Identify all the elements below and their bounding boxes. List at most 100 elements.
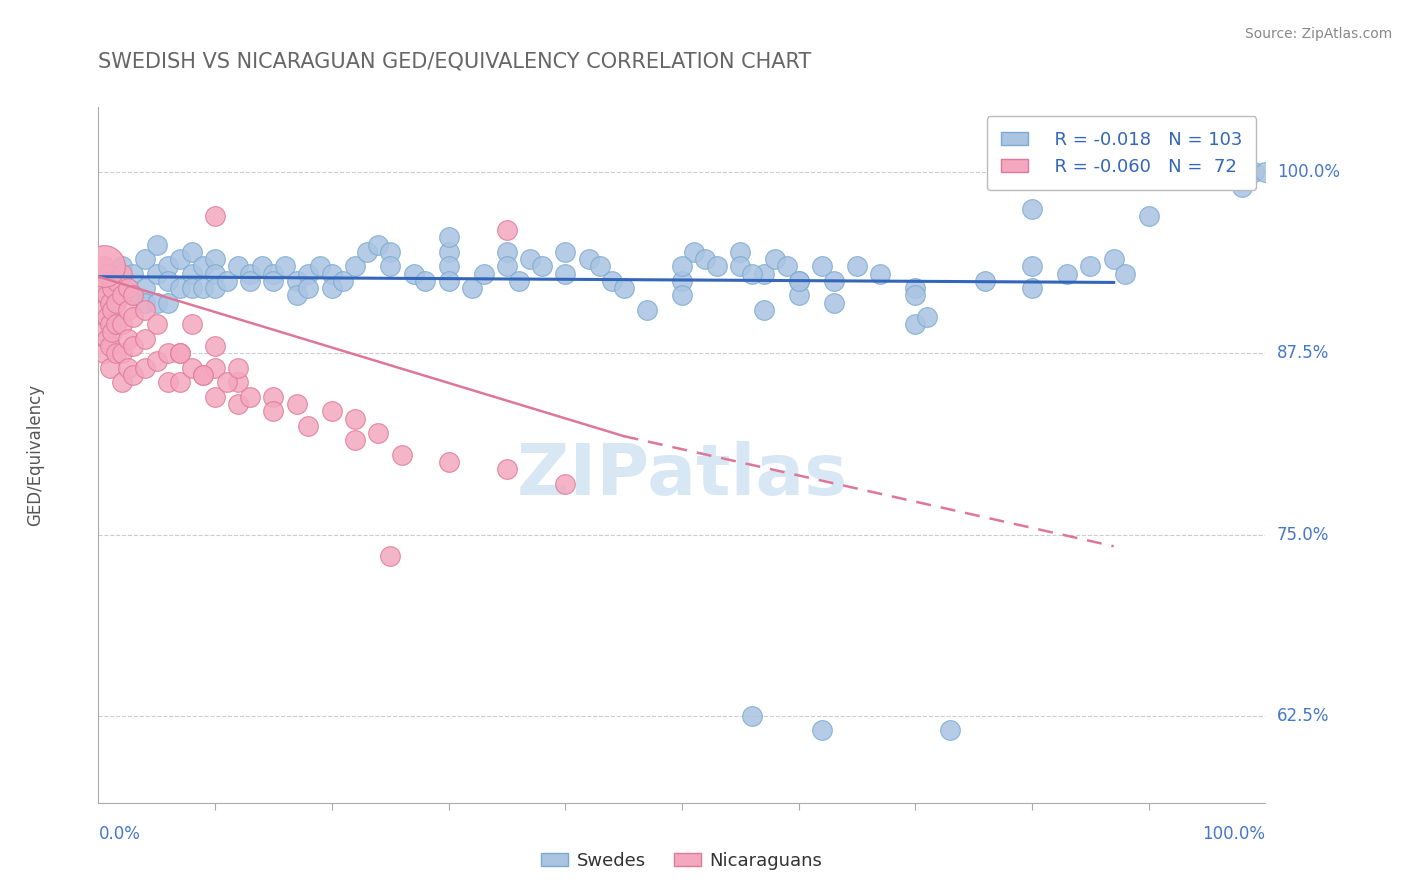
Point: [741, 708, 763, 723]
Point: [98, 361, 121, 376]
Point: [262, 390, 284, 404]
Point: [228, 361, 250, 376]
Point: [1230, 179, 1253, 194]
Point: [146, 353, 169, 368]
Point: [134, 361, 156, 376]
Point: [787, 274, 810, 288]
Point: [193, 368, 215, 383]
Point: [519, 252, 541, 267]
Point: [101, 281, 124, 295]
Point: [96, 288, 118, 302]
Text: SWEDISH VS NICARAGUAN GED/EQUIVALENCY CORRELATION CHART: SWEDISH VS NICARAGUAN GED/EQUIVALENCY CO…: [98, 52, 811, 71]
Point: [122, 288, 145, 302]
Point: [204, 252, 226, 267]
Point: [274, 260, 297, 274]
Point: [96, 332, 118, 346]
Point: [1021, 281, 1043, 295]
Point: [204, 281, 226, 295]
Point: [752, 267, 775, 281]
Point: [508, 274, 530, 288]
Point: [157, 376, 180, 390]
Point: [98, 295, 121, 310]
Point: [96, 310, 118, 325]
Point: [437, 260, 460, 274]
Point: [741, 267, 763, 281]
Point: [146, 237, 169, 252]
Point: [169, 252, 191, 267]
Point: [262, 267, 284, 281]
Point: [1208, 172, 1230, 186]
Point: [117, 302, 139, 317]
Point: [904, 281, 927, 295]
Point: [146, 295, 169, 310]
Point: [495, 223, 517, 237]
Point: [122, 339, 145, 353]
Point: [111, 376, 134, 390]
Point: [1056, 267, 1078, 281]
Point: [1021, 202, 1043, 216]
Point: [730, 260, 752, 274]
Point: [93, 260, 115, 274]
Point: [811, 723, 834, 738]
Point: [671, 288, 693, 302]
Point: [1080, 260, 1102, 274]
Point: [823, 274, 845, 288]
Point: [461, 281, 484, 295]
Point: [472, 267, 495, 281]
Text: 87.5%: 87.5%: [1277, 344, 1330, 362]
Text: 75.0%: 75.0%: [1277, 525, 1330, 543]
Point: [554, 244, 576, 259]
Point: [98, 318, 121, 332]
Text: 0.0%: 0.0%: [98, 825, 141, 843]
Point: [157, 260, 180, 274]
Point: [104, 346, 127, 360]
Point: [250, 260, 273, 274]
Point: [939, 723, 962, 738]
Point: [122, 310, 145, 325]
Point: [554, 476, 576, 491]
Point: [157, 295, 180, 310]
Point: [146, 318, 169, 332]
Point: [636, 302, 658, 317]
Point: [904, 318, 927, 332]
Point: [297, 267, 319, 281]
Point: [285, 397, 308, 411]
Point: [122, 288, 145, 302]
Point: [146, 267, 169, 281]
Point: [169, 376, 191, 390]
Point: [495, 462, 517, 476]
Point: [730, 244, 752, 259]
Point: [111, 260, 134, 274]
Text: 62.5%: 62.5%: [1277, 706, 1330, 725]
Point: [391, 448, 413, 462]
Point: [1114, 267, 1136, 281]
Point: [180, 244, 202, 259]
Point: [367, 426, 389, 441]
Point: [776, 260, 799, 274]
Point: [378, 244, 402, 259]
Text: 100.0%: 100.0%: [1202, 825, 1265, 843]
Point: [706, 260, 728, 274]
Legend: Swedes, Nicaraguans: Swedes, Nicaraguans: [534, 845, 830, 877]
Point: [204, 390, 226, 404]
Point: [180, 281, 202, 295]
Point: [93, 281, 115, 295]
Point: [101, 325, 124, 339]
Point: [297, 419, 319, 434]
Point: [437, 274, 460, 288]
Point: [1102, 252, 1125, 267]
Point: [600, 274, 623, 288]
Point: [93, 302, 115, 317]
Text: GED/Equivalency: GED/Equivalency: [27, 384, 44, 526]
Text: 100.0%: 100.0%: [1277, 163, 1340, 181]
Point: [98, 339, 121, 353]
Point: [356, 244, 378, 259]
Point: [1137, 209, 1160, 223]
Point: [180, 318, 202, 332]
Point: [321, 404, 343, 418]
Point: [285, 288, 308, 302]
Point: [589, 260, 612, 274]
Point: [228, 397, 250, 411]
Point: [239, 390, 262, 404]
Point: [378, 260, 402, 274]
